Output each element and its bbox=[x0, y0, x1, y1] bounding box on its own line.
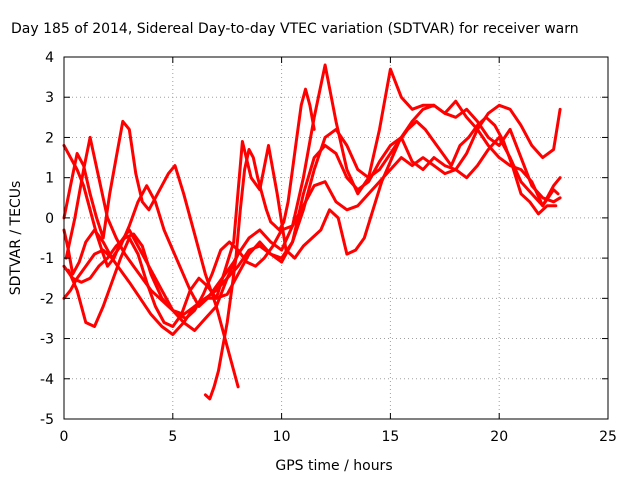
x-tick-label: 25 bbox=[599, 429, 617, 445]
x-axis-label: GPS time / hours bbox=[275, 458, 392, 474]
x-tick-label: 15 bbox=[381, 429, 399, 445]
y-axis-label: SDTVAR / TECUs bbox=[8, 181, 24, 296]
series-track-c bbox=[62, 127, 562, 316]
x-tick-label: 5 bbox=[168, 429, 177, 445]
y-tick-label: -4 bbox=[40, 372, 54, 388]
y-tick-label: 0 bbox=[45, 211, 54, 227]
series-track-g bbox=[62, 184, 240, 308]
tick-layer: 0 5 10 15 20 25 -5 -4 -3 -2 -1 0 1 2 3 4 bbox=[40, 50, 617, 445]
series-track-f bbox=[62, 119, 240, 389]
y-tick-label: -3 bbox=[40, 332, 54, 348]
y-tick-label: -1 bbox=[40, 251, 54, 267]
y-tick-label: 4 bbox=[45, 50, 54, 66]
y-tick-label: -2 bbox=[40, 291, 54, 307]
series-track-e bbox=[66, 115, 558, 328]
x-tick-label: 10 bbox=[273, 429, 291, 445]
x-tick-label: 20 bbox=[490, 429, 508, 445]
y-tick-label: 1 bbox=[45, 171, 54, 187]
x-tick-label: 0 bbox=[60, 429, 69, 445]
series-track-a bbox=[62, 103, 562, 336]
y-tick-label: -5 bbox=[40, 412, 54, 428]
y-tick-label: 2 bbox=[45, 130, 54, 146]
chart-title: Day 185 of 2014, Sidereal Day-to-day VTE… bbox=[11, 21, 579, 37]
series-layer bbox=[62, 63, 562, 401]
series-track-d bbox=[64, 135, 560, 320]
y-tick-label: 3 bbox=[45, 90, 54, 106]
series-track-h bbox=[203, 87, 316, 401]
plot-frame bbox=[63, 56, 609, 420]
